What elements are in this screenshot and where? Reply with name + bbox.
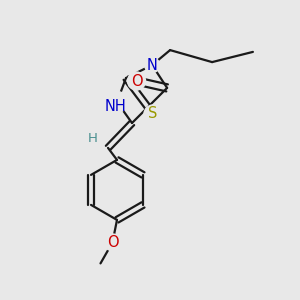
Circle shape <box>86 131 100 145</box>
Circle shape <box>106 92 128 112</box>
Circle shape <box>144 105 162 123</box>
Circle shape <box>128 72 146 90</box>
Circle shape <box>145 58 160 73</box>
Text: O: O <box>131 74 142 88</box>
Circle shape <box>104 234 121 251</box>
Text: NH: NH <box>105 99 126 114</box>
Text: N: N <box>147 58 158 73</box>
Text: O: O <box>107 235 118 250</box>
Text: H: H <box>88 131 98 145</box>
Text: S: S <box>148 106 158 122</box>
